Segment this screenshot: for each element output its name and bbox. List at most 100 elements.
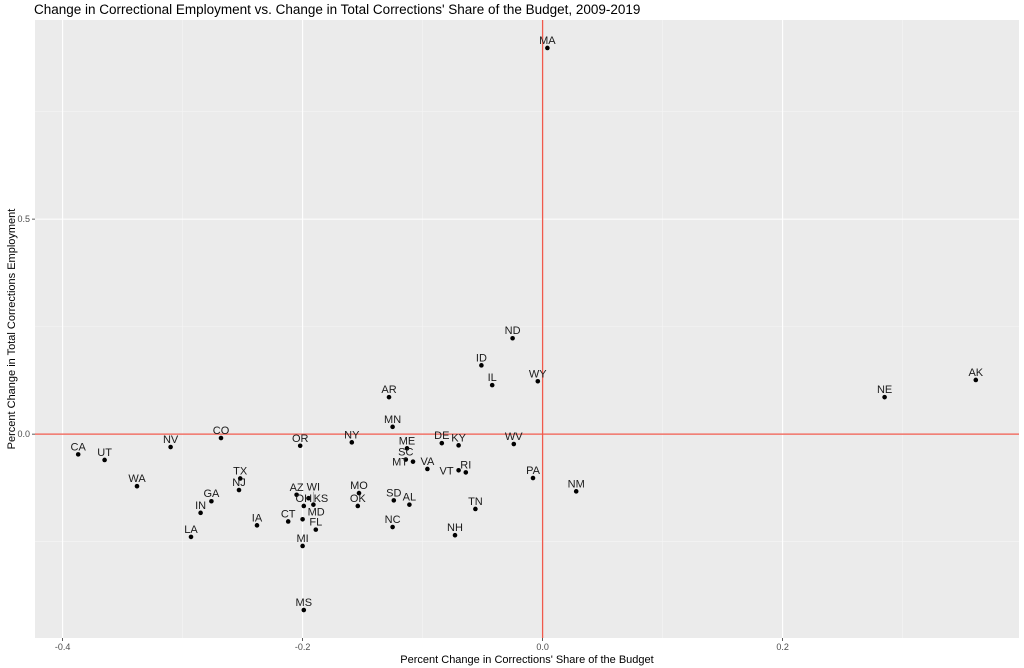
point-label: MO	[350, 480, 368, 492]
point-label: CT	[281, 508, 296, 520]
x-axis-label: Percent Change in Corrections' Share of …	[400, 654, 653, 666]
data-point-ne: NE	[877, 384, 892, 400]
point-label: MS	[296, 597, 313, 609]
point-label: KY	[451, 432, 466, 444]
point-marker	[390, 424, 395, 430]
data-point-az: AZ	[290, 482, 304, 498]
point-label: TN	[468, 496, 483, 508]
point-marker	[237, 476, 243, 481]
point-marker	[882, 394, 887, 400]
point-marker	[479, 363, 484, 368]
point-marker	[198, 510, 203, 516]
point-label: TX	[233, 465, 248, 477]
point-label: WV	[505, 431, 523, 443]
point-marker	[349, 440, 355, 445]
point-label: NE	[877, 384, 892, 396]
point-marker	[294, 492, 299, 498]
data-point-tn: TN	[468, 496, 483, 512]
data-point-ma: MA	[539, 35, 556, 51]
data-point-id: ID	[476, 352, 487, 368]
point-marker	[456, 443, 461, 448]
point-marker	[356, 490, 362, 496]
point-label: PA	[526, 465, 541, 477]
chart-title: Change in Correctional Employment vs. Ch…	[34, 2, 640, 17]
x-tick-label: -0.4	[55, 642, 71, 652]
x-tick-label: 0.2	[776, 642, 789, 652]
point-marker	[535, 378, 541, 384]
data-point-nj: NJ	[232, 477, 246, 493]
point-marker	[391, 498, 397, 503]
data-point-mi: MI	[296, 533, 309, 549]
data-point-ar: AR	[381, 384, 397, 400]
point-marker	[313, 527, 319, 532]
point-marker	[311, 502, 316, 507]
data-point-de: DE	[434, 430, 449, 446]
point-label: ND	[505, 325, 521, 337]
point-label: NM	[568, 478, 585, 490]
point-marker	[510, 335, 515, 341]
point-marker	[439, 440, 445, 446]
point-label: OR	[292, 433, 309, 445]
point-label: NH	[447, 522, 463, 534]
point-marker	[300, 517, 305, 522]
data-point-fl: FL	[309, 517, 322, 532]
point-label: KS	[314, 493, 329, 505]
point-label: MA	[539, 35, 556, 47]
data-point-md: MD	[300, 506, 325, 522]
point-marker	[218, 435, 224, 441]
point-label: RI	[460, 459, 471, 471]
point-marker	[456, 467, 461, 473]
point-marker	[306, 495, 311, 501]
point-label: NC	[385, 514, 401, 526]
point-marker	[75, 452, 81, 457]
data-point-ky: KY	[451, 432, 467, 448]
point-label: GA	[203, 488, 220, 500]
data-point-ms: MS	[296, 597, 313, 613]
point-label: NV	[163, 434, 179, 446]
data-point-nm: NM	[568, 478, 585, 494]
point-marker	[236, 487, 242, 493]
data-point-wy: WY	[529, 368, 547, 384]
point-marker	[407, 502, 412, 507]
data-point-ca: CA	[71, 441, 87, 457]
x-tick-label: -0.2	[295, 642, 311, 652]
point-label: NJ	[232, 477, 245, 489]
point-label: OK	[350, 493, 367, 505]
data-point-or: OR	[292, 433, 309, 449]
point-marker	[297, 443, 303, 449]
point-marker	[209, 498, 214, 504]
data-point-ut: UT	[97, 447, 112, 463]
point-marker	[355, 503, 361, 509]
data-point-mt: MT	[392, 457, 416, 469]
point-label: NY	[344, 429, 360, 441]
point-label: IN	[195, 500, 206, 512]
point-marker	[511, 441, 517, 447]
data-point-nc: NC	[385, 514, 401, 530]
data-point-ia: IA	[252, 512, 263, 528]
point-marker	[254, 523, 260, 528]
y-axis-label: Percent Change in Total Corrections Empl…	[6, 209, 18, 450]
point-label: DE	[434, 430, 449, 442]
point-label: MN	[384, 414, 401, 426]
axis-ticks: -0.4 -0.2 0.0 0.2 0.0 0.5	[17, 214, 788, 652]
point-label: FL	[309, 517, 322, 529]
point-marker	[404, 446, 410, 451]
data-point-in: IN	[195, 500, 206, 516]
data-point-wi: WI	[307, 482, 320, 507]
data-point-mn: MN	[384, 414, 401, 430]
point-label: WY	[529, 368, 547, 380]
point-marker	[573, 489, 579, 494]
point-label: VA	[420, 456, 435, 468]
point-marker	[425, 466, 430, 472]
data-point-wv: WV	[505, 431, 523, 447]
point-label: SC	[398, 447, 413, 459]
data-point-ri: RI	[460, 459, 471, 475]
data-point-vt: VT	[440, 465, 461, 477]
point-label: LA	[184, 524, 198, 536]
point-label: CA	[71, 441, 87, 453]
point-marker	[134, 483, 140, 489]
data-point-ak: AK	[968, 367, 984, 383]
point-marker	[403, 457, 409, 462]
data-point-oh: OH	[296, 493, 312, 509]
point-marker	[301, 607, 307, 613]
